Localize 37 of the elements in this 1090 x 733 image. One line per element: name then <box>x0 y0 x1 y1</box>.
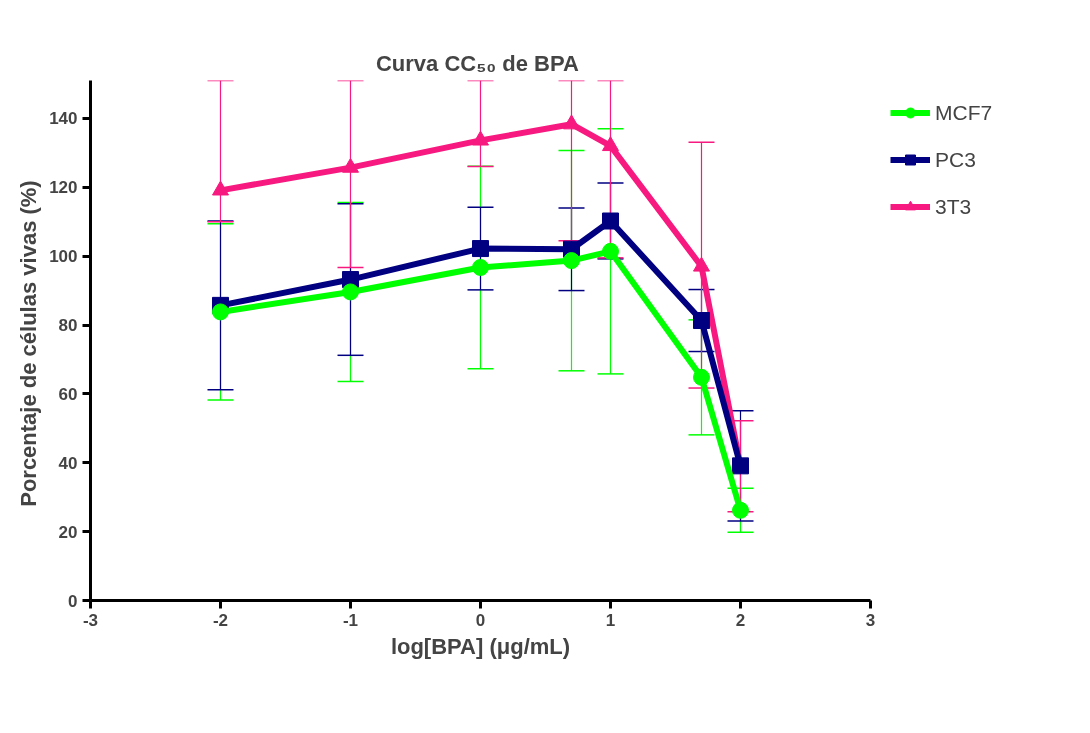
x-tick-label: 3 <box>865 610 876 630</box>
point <box>212 303 229 321</box>
point <box>732 501 749 519</box>
y-tick-label: 100 <box>49 247 78 267</box>
x-tick-label: 2 <box>735 610 746 630</box>
x-tick-label: 0 <box>475 610 486 630</box>
point <box>563 252 580 270</box>
x-axis-title: log[BPA] (μg/mL) <box>390 633 571 659</box>
point <box>693 256 710 272</box>
chart-title: Curva CC₅₀ de BPA <box>375 50 580 76</box>
point <box>472 240 489 258</box>
y-tick-label: 120 <box>49 178 78 198</box>
point <box>602 242 619 260</box>
point <box>212 180 229 196</box>
point <box>693 368 710 386</box>
legend-label: 3T3 <box>935 194 972 219</box>
point <box>602 212 619 230</box>
x-tick-label: 1 <box>605 610 616 630</box>
y-tick-label: 60 <box>58 384 78 404</box>
y-axis-title: Porcentaje de células vivas (%) <box>16 180 42 507</box>
point <box>342 283 359 301</box>
y-tick-label: 140 <box>49 109 78 129</box>
x-tick-label: -3 <box>82 610 99 630</box>
y-tick-label: 80 <box>58 316 78 335</box>
y-tick-label: 40 <box>58 453 78 473</box>
point <box>563 114 580 130</box>
point <box>693 312 710 330</box>
y-tick-label: 20 <box>58 522 78 542</box>
point <box>472 130 489 146</box>
y-tick-label: 0 <box>68 591 78 611</box>
x-tick-label: -1 <box>342 610 359 630</box>
legend-label: MCF7 <box>935 100 993 125</box>
point <box>472 259 489 276</box>
legend-label: PC3 <box>935 147 976 172</box>
point <box>602 136 619 152</box>
x-tick-label: -2 <box>212 610 229 630</box>
point <box>342 157 359 173</box>
